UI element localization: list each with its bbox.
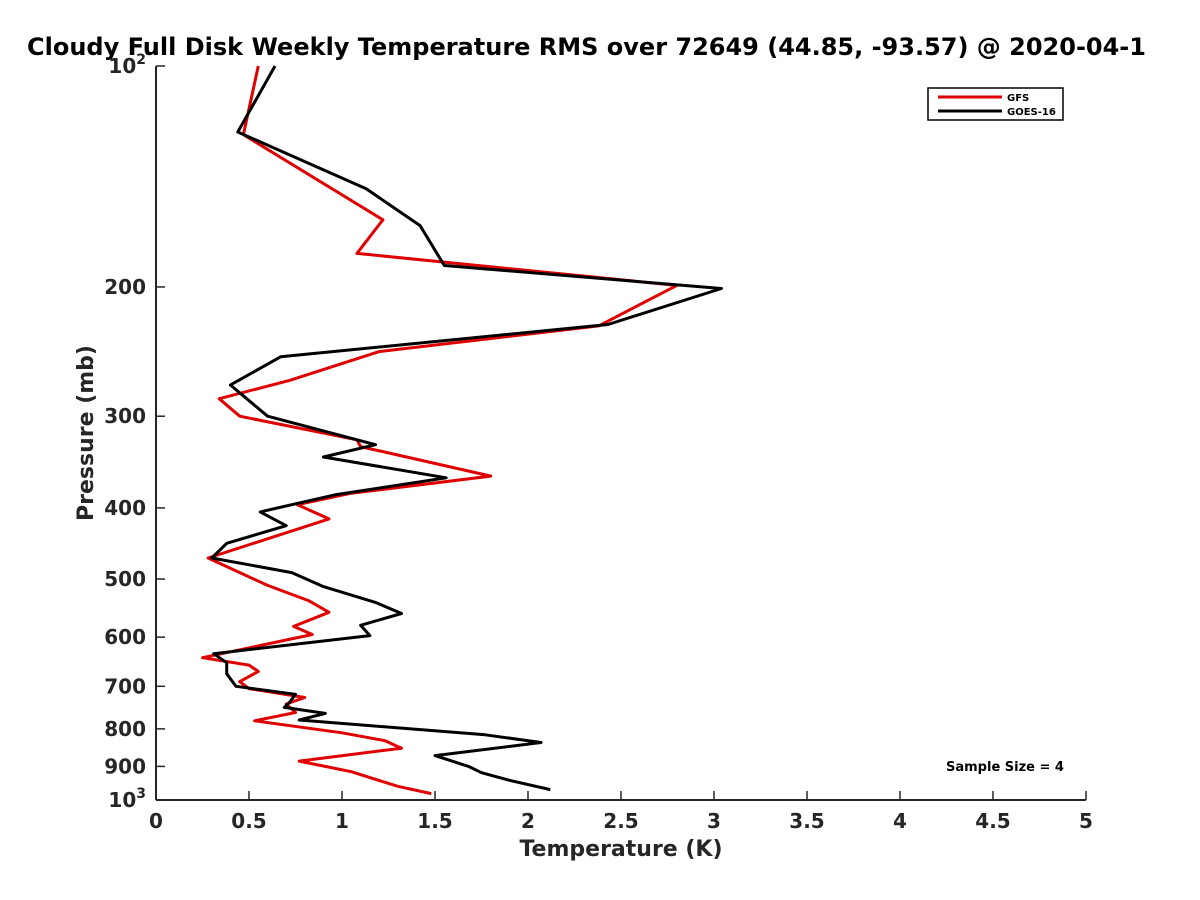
y-tick-label: 300 [104, 404, 146, 428]
legend-label-goes16: GOES-16 [1007, 107, 1056, 118]
y-axis-label: Pressure (mb) [74, 345, 99, 521]
x-tick-label: 0.5 [231, 809, 266, 833]
x-tick-label: 4.5 [975, 809, 1010, 833]
y-tick-label: 400 [104, 496, 146, 520]
plot-series [201, 65, 723, 796]
y-tick-label: 500 [104, 567, 146, 591]
y-tick-label: 102 [108, 52, 146, 78]
x-tick-label: 3 [707, 809, 721, 833]
y-tick-label: 103 [108, 786, 146, 812]
axes [155, 66, 1086, 801]
y-tick-label: 700 [104, 674, 146, 698]
y-ticks: 102 200 300 400 500 600 700 800 900 103 [104, 52, 165, 812]
series-line-gfs [201, 65, 679, 796]
legend: GFS GOES-16 [927, 87, 1064, 121]
y-tick-label: 600 [104, 625, 146, 649]
x-ticks: 0 0.5 1 1.5 2 2.5 3 3.5 4 4.5 5 [149, 791, 1093, 833]
x-tick-label: 2 [521, 809, 535, 833]
x-tick-label: 1 [335, 809, 349, 833]
x-tick-label: 0 [149, 809, 163, 833]
x-tick-label: 5 [1079, 809, 1093, 833]
legend-label-gfs: GFS [1007, 93, 1029, 104]
x-tick-label: 4 [893, 809, 907, 833]
sample-size-annotation: Sample Size = 4 [946, 760, 1064, 775]
y-tick-label: 800 [104, 717, 146, 741]
series-line-goes-16 [210, 65, 723, 792]
legend-box [927, 87, 1064, 121]
x-tick-label: 2.5 [603, 809, 638, 833]
x-axis-label: Temperature (K) [519, 837, 722, 862]
y-tick-label: 200 [104, 275, 146, 299]
x-tick-label: 3.5 [789, 809, 824, 833]
y-tick-label: 900 [104, 754, 146, 778]
chart-title: Cloudy Full Disk Weekly Temperature RMS … [27, 33, 1146, 61]
x-tick-label: 1.5 [417, 809, 452, 833]
